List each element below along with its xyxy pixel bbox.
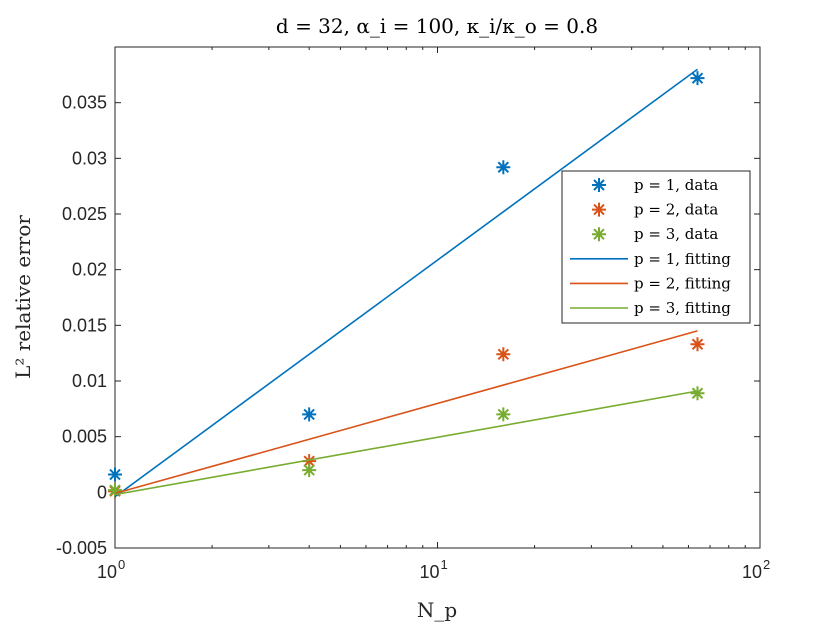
y-tick-label: 0.025 <box>62 204 107 224</box>
data-point <box>690 386 705 401</box>
legend-label: p = 1, fitting <box>634 250 731 268</box>
legend-label: p = 2, fitting <box>634 274 731 292</box>
legend-label: p = 2, data <box>634 201 718 219</box>
x-tick-label-base: 10 <box>419 562 439 582</box>
x-tick-label-exponent: 2 <box>763 557 770 572</box>
series-5 <box>114 330 698 495</box>
legend-marker-swatch <box>592 178 606 192</box>
y-axis-label: L² relative error <box>11 215 35 379</box>
data-point <box>108 483 122 498</box>
series-3 <box>108 386 705 498</box>
series-4 <box>114 68 698 498</box>
y-tick-label: 0.02 <box>72 260 107 280</box>
data-point <box>690 337 705 352</box>
y-tick-label: 0.015 <box>62 315 107 335</box>
legend-marker-swatch <box>592 227 606 242</box>
data-point <box>496 407 511 422</box>
y-tick-label: 0.03 <box>72 148 107 168</box>
data-point <box>302 454 317 469</box>
y-tick-label: 0.01 <box>72 371 107 391</box>
y-tick-label: -0.005 <box>56 538 107 558</box>
y-tick-label: 0.035 <box>62 93 107 113</box>
fit-line <box>114 68 698 498</box>
legend-marker-swatch <box>592 202 606 217</box>
x-tick-label-base: 10 <box>97 562 117 582</box>
data-point <box>108 467 122 482</box>
x-tick-label-base: 10 <box>742 562 762 582</box>
legend: p = 1, data p = 2, data p = 3, data p = 1, … <box>561 170 751 324</box>
series-layer <box>108 68 705 499</box>
y-axis: -0.005 0 0.005 0.01 0.015 0.02 0.025 0.03 0.035 <box>56 93 760 558</box>
fit-line <box>114 330 698 495</box>
x-tick-label-exponent: 0 <box>118 557 125 572</box>
legend-label: p = 1, data <box>634 176 718 194</box>
legend-box <box>561 170 751 324</box>
x-axis-label: N_p <box>417 598 457 622</box>
legend-label: p = 3, data <box>634 225 718 243</box>
series-1 <box>108 71 705 482</box>
chart-title: d = 32, α_i = 100, κ_i/κ_o = 0.8 <box>276 14 598 38</box>
data-point <box>302 407 317 422</box>
fit-line <box>114 390 698 496</box>
y-tick-label: 0.005 <box>62 427 107 447</box>
series-6 <box>114 390 698 496</box>
x-axis: 10 0 10 1 10 2 <box>97 47 770 582</box>
data-point <box>496 160 511 175</box>
x-tick-label-exponent: 1 <box>441 557 448 572</box>
y-tick-label: 0 <box>97 482 107 502</box>
data-point <box>496 347 511 362</box>
legend-label: p = 3, fitting <box>634 299 731 317</box>
data-point <box>302 463 317 478</box>
data-point <box>690 71 705 86</box>
